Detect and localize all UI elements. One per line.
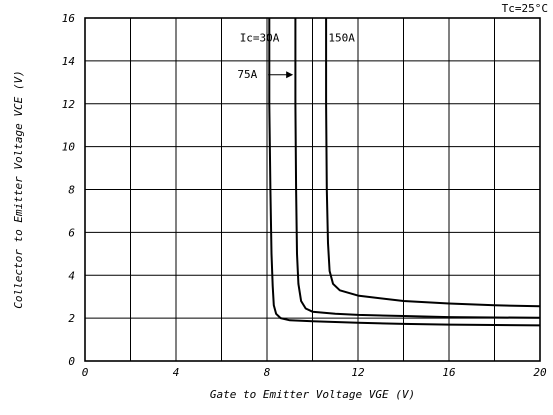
y-tick-label: 14 (62, 55, 75, 68)
annotation-arrowhead (286, 71, 294, 79)
y-tick-label: 12 (62, 98, 76, 111)
grid (84, 17, 541, 362)
y-tick-label: 0 (68, 355, 75, 368)
x-tick-label: 20 (533, 366, 547, 379)
x-tick-label: 4 (173, 366, 180, 379)
y-tick-label: 16 (62, 12, 76, 25)
y-tick-labels: 0 2 4 6 8 10 12 14 16 (62, 12, 76, 368)
x-tick-label: 12 (351, 366, 365, 379)
y-tick-label: 8 (68, 184, 75, 197)
curves (268, 18, 541, 327)
series-annotation: 75A (237, 68, 257, 81)
x-tick-label: 0 (82, 366, 89, 379)
annotations: Ic=30A 150A 75A (237, 32, 355, 81)
y-tick-label: 10 (62, 141, 76, 154)
y-tick-label: 4 (68, 269, 75, 282)
x-tick-labels: 0 4 8 12 16 20 (82, 366, 547, 379)
series-line (325, 18, 541, 308)
series-line (294, 18, 541, 319)
plot-frame (84, 17, 541, 362)
x-tick-label: 8 (264, 366, 271, 379)
series-line (268, 18, 541, 327)
y-tick-label: 2 (68, 312, 75, 325)
y-axis-title: Collector to Emitter Voltage VCE (V) (12, 70, 25, 308)
x-axis-title: Gate to Emitter Voltage VGE (V) (210, 388, 415, 401)
x-tick-label: 16 (442, 366, 456, 379)
temperature-condition: Tc=25°C (502, 2, 548, 15)
series-annotation: 150A (328, 32, 355, 45)
series-annotation: Ic=30A (240, 32, 280, 45)
y-tick-label: 6 (68, 226, 75, 239)
